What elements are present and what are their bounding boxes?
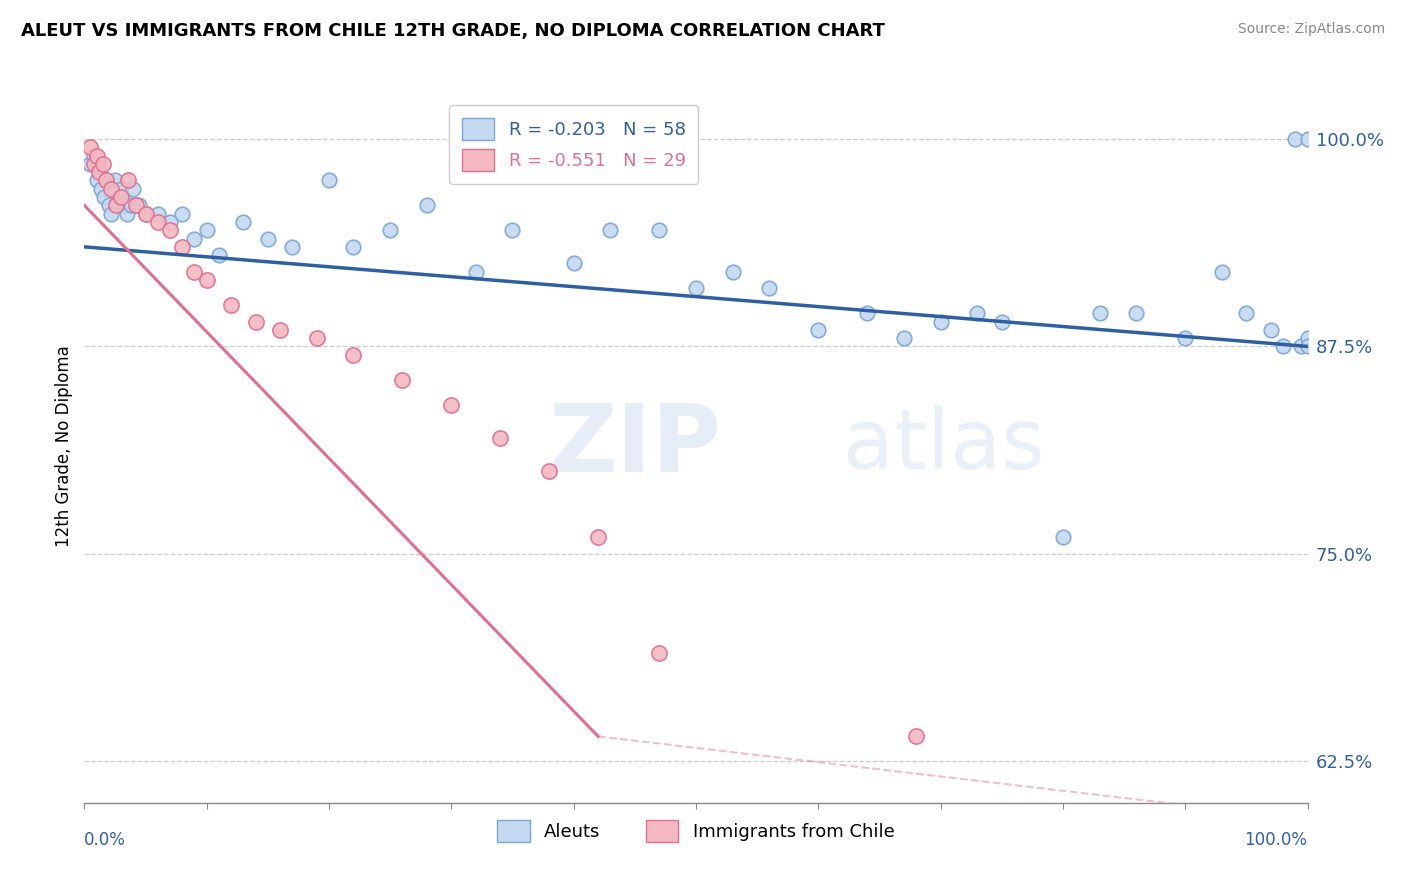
Point bbox=[1088, 306, 1111, 320]
Point bbox=[183, 231, 205, 245]
Point bbox=[159, 223, 181, 237]
Point bbox=[159, 215, 181, 229]
Point bbox=[146, 215, 169, 229]
Point bbox=[257, 231, 280, 245]
Point bbox=[122, 182, 145, 196]
Text: Source: ZipAtlas.com: Source: ZipAtlas.com bbox=[1237, 22, 1385, 37]
Point bbox=[990, 314, 1012, 328]
Point bbox=[1296, 132, 1319, 146]
Point bbox=[208, 248, 231, 262]
Point bbox=[318, 173, 340, 187]
Point bbox=[648, 223, 671, 237]
Point bbox=[86, 173, 108, 187]
Point bbox=[721, 265, 744, 279]
Point bbox=[905, 730, 928, 744]
Point bbox=[232, 215, 254, 229]
Text: 100.0%: 100.0% bbox=[1244, 831, 1308, 849]
Point bbox=[135, 207, 157, 221]
Point bbox=[79, 140, 101, 154]
Y-axis label: 12th Grade, No Diploma: 12th Grade, No Diploma bbox=[55, 345, 73, 547]
Point bbox=[135, 207, 157, 221]
Point bbox=[966, 306, 988, 320]
Point bbox=[107, 190, 129, 204]
Point bbox=[391, 373, 413, 387]
Point bbox=[1296, 339, 1319, 353]
Point bbox=[110, 182, 132, 196]
Point bbox=[489, 431, 512, 445]
Point bbox=[1260, 323, 1282, 337]
Point bbox=[245, 314, 267, 328]
Point bbox=[86, 148, 108, 162]
Point bbox=[501, 223, 523, 237]
Point bbox=[195, 223, 218, 237]
Point bbox=[440, 397, 463, 411]
Point bbox=[1234, 306, 1257, 320]
Point bbox=[342, 348, 364, 362]
Point bbox=[146, 207, 169, 221]
Point bbox=[195, 273, 218, 287]
Point bbox=[172, 207, 194, 221]
Point bbox=[856, 306, 879, 320]
Point bbox=[1291, 339, 1313, 353]
Point bbox=[648, 647, 671, 661]
Point bbox=[125, 198, 148, 212]
Point bbox=[120, 198, 142, 212]
Point bbox=[183, 265, 205, 279]
Point bbox=[96, 173, 118, 187]
Text: atlas: atlas bbox=[842, 406, 1045, 486]
Point bbox=[100, 207, 122, 221]
Point bbox=[105, 198, 128, 212]
Point bbox=[104, 173, 127, 187]
Point bbox=[83, 157, 105, 171]
Point bbox=[100, 182, 122, 196]
Point bbox=[96, 173, 118, 187]
Text: ALEUT VS IMMIGRANTS FROM CHILE 12TH GRADE, NO DIPLOMA CORRELATION CHART: ALEUT VS IMMIGRANTS FROM CHILE 12TH GRAD… bbox=[21, 22, 884, 40]
Point bbox=[128, 198, 150, 212]
Legend: Aleuts, Immigrants from Chile: Aleuts, Immigrants from Chile bbox=[485, 807, 907, 855]
Point bbox=[599, 223, 621, 237]
Point bbox=[269, 323, 291, 337]
Text: ZIP: ZIP bbox=[550, 400, 723, 492]
Point bbox=[1284, 132, 1306, 146]
Point bbox=[1272, 339, 1295, 353]
Point bbox=[219, 298, 242, 312]
Point bbox=[416, 198, 439, 212]
Point bbox=[172, 240, 194, 254]
Point bbox=[1052, 530, 1074, 544]
Point bbox=[112, 198, 135, 212]
Point bbox=[464, 265, 486, 279]
Point bbox=[1125, 306, 1147, 320]
Point bbox=[305, 331, 328, 345]
Point bbox=[342, 240, 364, 254]
Point bbox=[758, 281, 780, 295]
Point bbox=[90, 182, 112, 196]
Point bbox=[893, 331, 915, 345]
Point bbox=[79, 157, 101, 171]
Point bbox=[929, 314, 952, 328]
Point bbox=[562, 256, 585, 270]
Point bbox=[91, 157, 114, 171]
Point bbox=[538, 464, 561, 478]
Point bbox=[807, 323, 830, 337]
Point bbox=[380, 223, 402, 237]
Text: 0.0%: 0.0% bbox=[84, 831, 127, 849]
Point bbox=[1211, 265, 1233, 279]
Point bbox=[87, 157, 110, 171]
Point bbox=[586, 530, 609, 544]
Point bbox=[1174, 331, 1197, 345]
Point bbox=[115, 207, 138, 221]
Point bbox=[117, 173, 139, 187]
Point bbox=[281, 240, 304, 254]
Point bbox=[87, 165, 110, 179]
Point bbox=[685, 281, 707, 295]
Point bbox=[1296, 331, 1319, 345]
Point bbox=[110, 190, 132, 204]
Point bbox=[93, 190, 115, 204]
Point bbox=[97, 198, 120, 212]
Point bbox=[83, 148, 105, 162]
